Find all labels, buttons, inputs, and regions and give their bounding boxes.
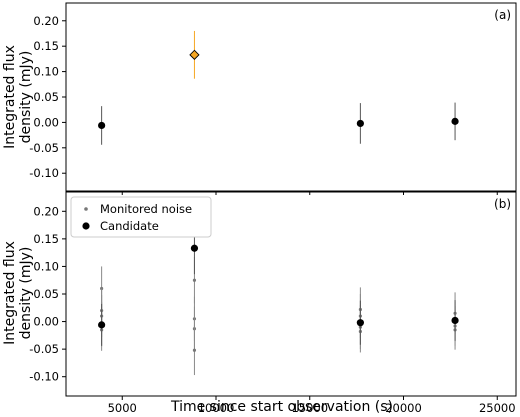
candidate-point bbox=[356, 319, 364, 327]
candidate-point bbox=[451, 316, 459, 325]
candidate-point bbox=[190, 244, 199, 252]
y-tick-label: 0.00 bbox=[33, 115, 59, 129]
y-tick-label: 0.05 bbox=[33, 287, 59, 301]
x-axis-label: Time since start observation (s) bbox=[170, 399, 393, 415]
candidate-point bbox=[356, 119, 364, 128]
y-axis-label-line1-bottom: Integrated flux bbox=[2, 241, 18, 345]
y-tick-label: 0.15 bbox=[33, 232, 59, 246]
legend-candidate-marker bbox=[82, 222, 90, 230]
plot-frame bbox=[65, 2, 517, 192]
y-tick-label: 0.10 bbox=[33, 259, 59, 273]
x-tick-label: 20000 bbox=[385, 401, 422, 415]
candidate-point bbox=[98, 321, 106, 329]
panel-b: -0.10 -0.05 0.00 0.05 0.10 0.15 0.20 5000 10000 1… bbox=[29, 191, 517, 415]
x-tick-label: 25000 bbox=[479, 401, 516, 415]
y-tick-label: 0.00 bbox=[33, 315, 59, 329]
y-tick-label: 0.15 bbox=[33, 39, 59, 53]
y-tick-label: -0.05 bbox=[29, 141, 59, 155]
legend-box bbox=[70, 196, 212, 238]
panel-tag: (a) bbox=[494, 8, 511, 22]
legend-label: Candidate bbox=[100, 219, 159, 233]
x-tick-label: 15000 bbox=[291, 401, 328, 415]
panel-a: -0.10 -0.05 0.00 0.05 0.10 0.15 0.20 (a) bbox=[29, 2, 517, 195]
y-tick-label: -0.10 bbox=[29, 370, 59, 384]
panel-tag: (b) bbox=[494, 197, 511, 211]
legend-label: Monitored noise bbox=[100, 202, 192, 216]
y-tick-label: 0.10 bbox=[33, 65, 59, 79]
noise-point bbox=[192, 278, 197, 282]
legend: Monitored noise Candidate bbox=[70, 196, 212, 238]
candidate-point bbox=[451, 117, 459, 125]
y-tick-label: 0.20 bbox=[33, 14, 59, 28]
y-axis-label-line2-bottom: density (mJy) bbox=[18, 247, 34, 340]
x-tick-label: 5000 bbox=[108, 401, 137, 415]
y-tick-label: -0.10 bbox=[29, 166, 59, 180]
legend-noise-marker bbox=[84, 207, 88, 211]
y-tick-label: 0.05 bbox=[33, 90, 59, 104]
x-tick-label: 10000 bbox=[198, 401, 235, 415]
data-point-diamond bbox=[189, 49, 200, 60]
y-tick-label: -0.05 bbox=[29, 342, 59, 356]
y-tick-label: 0.20 bbox=[33, 204, 59, 218]
noise-point bbox=[192, 348, 197, 352]
y-axis-label-line1: Integrated flux bbox=[2, 45, 18, 149]
candidate-point bbox=[98, 121, 106, 130]
y-axis-label-line2: density (mJy) bbox=[18, 51, 34, 144]
